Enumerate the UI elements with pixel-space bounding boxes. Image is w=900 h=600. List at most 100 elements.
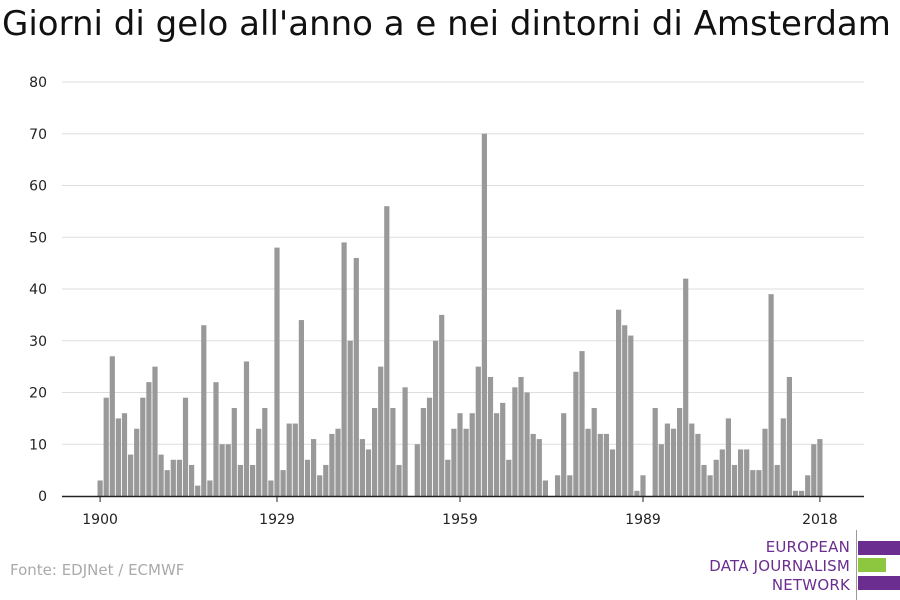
chart-title: Giorni di gelo all'anno a e nei dintorni… (2, 4, 891, 44)
bar (744, 449, 750, 496)
source-note: Fonte: EDJNet / ECMWF (10, 561, 185, 579)
bar (701, 464, 707, 496)
bar (347, 340, 353, 496)
bar (457, 413, 463, 496)
bar (658, 444, 664, 496)
logo-bar-green (858, 558, 900, 572)
bar (579, 351, 585, 496)
bar (585, 428, 591, 496)
bar (323, 464, 329, 496)
bar (213, 382, 219, 496)
bar (652, 408, 658, 496)
y-tick-label: 80 (29, 75, 47, 91)
bar (481, 133, 487, 496)
bar (707, 475, 713, 496)
bar (201, 325, 207, 496)
y-tick-label: 50 (29, 230, 47, 246)
bar (121, 413, 128, 496)
bar (170, 459, 176, 496)
bar (219, 444, 225, 496)
bar (603, 433, 609, 496)
bar (182, 397, 189, 496)
logo-line-european: EUROPEAN (765, 538, 850, 556)
bar (616, 309, 622, 496)
y-tick-label: 30 (29, 334, 47, 350)
bar (243, 361, 250, 496)
bar (756, 470, 762, 497)
bar (359, 439, 365, 496)
bar (280, 470, 286, 497)
bar (439, 314, 445, 497)
bar (103, 397, 109, 496)
bar (695, 433, 701, 496)
bar (634, 490, 640, 496)
bar (731, 464, 738, 496)
y-tick-label: 70 (29, 127, 47, 143)
bar (390, 408, 396, 496)
bar (597, 433, 603, 496)
bar (677, 408, 683, 496)
bar (591, 408, 597, 496)
bar (536, 439, 542, 496)
bar (561, 413, 567, 496)
bar (250, 464, 256, 496)
bar (353, 257, 359, 496)
bar (530, 433, 536, 496)
bar (689, 423, 695, 496)
bar (311, 439, 317, 496)
logo-divider (856, 530, 857, 600)
bar (664, 423, 670, 496)
bar (158, 454, 164, 496)
bar (494, 413, 500, 496)
bar (298, 320, 304, 496)
bar (317, 475, 323, 496)
y-axis-tick-labels: 0 10 20 30 40 50 60 70 80 (29, 75, 47, 505)
bar (799, 490, 805, 496)
bar (256, 428, 262, 496)
y-tick-label: 40 (29, 282, 47, 298)
bar (140, 397, 146, 496)
bar (384, 206, 390, 496)
bar (292, 423, 298, 496)
bar (719, 449, 725, 496)
bar (237, 464, 243, 496)
y-tick-label: 10 (29, 437, 47, 453)
bar (274, 247, 280, 496)
bar (152, 366, 158, 497)
bar (622, 325, 628, 496)
gridlines (62, 81, 864, 445)
bar (786, 376, 792, 496)
y-tick-label: 60 (29, 179, 47, 195)
logo-bar-purple-top (858, 541, 900, 555)
bar (750, 470, 756, 497)
bar (262, 408, 268, 496)
bar (683, 278, 689, 496)
bar (628, 335, 634, 496)
bar (506, 459, 512, 496)
bar (670, 428, 677, 496)
bar (774, 464, 780, 496)
bar (713, 459, 719, 496)
x-tick-label: 2018 (802, 512, 838, 528)
bar (512, 387, 518, 496)
bar (146, 382, 152, 496)
bar (402, 387, 408, 496)
bar (518, 376, 524, 496)
bar (555, 475, 561, 496)
x-axis-ticks: 1900 1929 1959 1989 2018 (82, 496, 838, 528)
bar (805, 475, 811, 496)
bar (725, 418, 731, 497)
bar (738, 449, 744, 496)
bar (286, 423, 292, 496)
bar (231, 408, 237, 496)
bar (451, 428, 457, 496)
bar (817, 439, 823, 496)
bar (811, 444, 817, 496)
bar (335, 428, 341, 496)
bar (189, 464, 195, 496)
y-tick-label: 0 (38, 489, 47, 505)
bar (329, 433, 335, 496)
bar (567, 475, 573, 496)
x-tick-label: 1929 (259, 512, 295, 528)
x-tick-label: 1900 (82, 512, 118, 528)
